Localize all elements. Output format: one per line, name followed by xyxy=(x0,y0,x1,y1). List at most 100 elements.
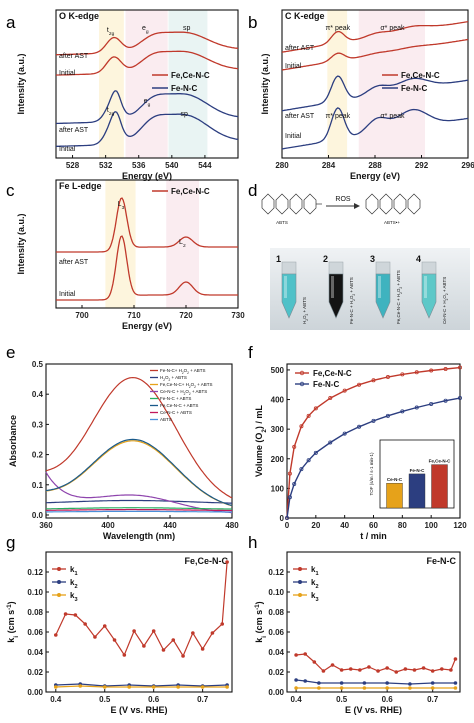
x-axis-label-b: Energy (eV) xyxy=(350,171,400,181)
vial-label: Fe,Ce-N-C + H2O2 + ABTS xyxy=(396,270,403,324)
y-tick-label-g: 0.10 xyxy=(27,588,43,597)
region-label-sp-top: sp xyxy=(183,25,191,32)
series-marker-h xyxy=(367,665,371,669)
series-marker-h xyxy=(362,686,367,690)
x-tick-label-e: 440 xyxy=(163,521,177,530)
legend-label-e: ABTS xyxy=(160,417,172,422)
series-marker-f xyxy=(357,424,362,429)
ros-label: ROS xyxy=(335,196,351,203)
y-tick-label-g: 0.02 xyxy=(27,668,43,677)
series-marker-h xyxy=(453,657,458,661)
y-tick-label-e: 0.5 xyxy=(32,360,44,369)
abts-molecule-left xyxy=(261,193,322,215)
band-l2 xyxy=(166,180,199,308)
axes-frame-g xyxy=(45,551,233,693)
series-marker-h xyxy=(294,653,298,657)
series-marker-g xyxy=(151,685,156,689)
legend-marker-h xyxy=(298,593,302,597)
region-label-l3: L3 xyxy=(118,201,125,211)
series-marker-f xyxy=(414,370,419,375)
abts-label-right: ABTS•+ xyxy=(384,220,400,225)
series-marker-h xyxy=(408,686,412,690)
y-tick-label-e: 0.2 xyxy=(32,451,44,460)
y-tick-label-e: 0.0 xyxy=(32,511,44,520)
y-tick-label-g: 0.04 xyxy=(27,648,43,657)
y-tick-label-g: 0.12 xyxy=(27,568,43,577)
x-axis-label-h: E (V vs. RHE) xyxy=(345,705,402,715)
series-marker-h xyxy=(303,679,308,683)
series-marker-g xyxy=(161,648,166,652)
series-line-e-4 xyxy=(46,507,233,510)
series-marker-f xyxy=(457,365,462,370)
series-marker-h xyxy=(362,681,367,685)
y-tick-label-f: 100 xyxy=(271,484,285,493)
y-tick-label-h: 0.06 xyxy=(268,628,284,637)
series-marker-h xyxy=(317,681,321,685)
series-line-g-2 xyxy=(55,685,228,688)
legend-label-e: H2O2 + ABTS xyxy=(160,375,187,382)
axes-frame-a xyxy=(55,9,239,159)
x-tick-label-g: 0.5 xyxy=(99,695,111,704)
legend-label-b: Fe,Ce-N-C xyxy=(401,71,440,80)
series-line-b-1 xyxy=(281,38,469,71)
series-marker-h xyxy=(385,666,389,670)
series-marker-f xyxy=(342,431,347,436)
panel-letter-h: h xyxy=(248,533,257,552)
x-tick-label-e: 480 xyxy=(225,521,239,530)
x-tick-label-h: 0.4 xyxy=(291,695,303,704)
series-marker-f xyxy=(385,413,390,418)
y-tick-label-h: 0.12 xyxy=(268,568,284,577)
x-tick-label-b: 292 xyxy=(415,161,429,170)
legend-label-a: Fe,Ce-N-C xyxy=(171,71,210,80)
y-tick-label-f: 400 xyxy=(271,396,285,405)
series-line-g-0 xyxy=(55,561,228,658)
vial-number: 4 xyxy=(416,254,421,264)
series-marker-g xyxy=(200,647,205,651)
group-label-after-ast-c: after AST xyxy=(59,259,89,266)
band-pi xyxy=(327,10,348,158)
series-marker-g xyxy=(142,644,146,648)
series-marker-f xyxy=(414,405,419,410)
inset-bar-label: Fe-N-C xyxy=(410,468,425,473)
series-line-f-0 xyxy=(286,366,461,519)
series-marker-f xyxy=(306,413,311,418)
legend-label-f: Fe,Ce-N-C xyxy=(313,369,352,378)
series-marker-g xyxy=(73,613,78,617)
x-tick-label-c: 730 xyxy=(231,311,245,320)
y-tick-label-h: 0.02 xyxy=(268,668,284,677)
series-marker-g xyxy=(191,631,195,635)
series-marker-h xyxy=(339,668,344,672)
series-marker-h xyxy=(449,668,453,672)
region-label-pi-top: π* peak xyxy=(325,25,350,32)
y-tick-label-g: 0.08 xyxy=(27,608,43,617)
x-tick-label-e: 360 xyxy=(39,521,53,530)
axes-frame-e xyxy=(45,363,233,519)
legend-marker-g xyxy=(57,593,61,597)
group-label-after-ast-b1: after AST xyxy=(285,45,315,52)
series-marker-h xyxy=(430,681,435,685)
vial-label: Ce-N-C + H2O2 + ABTS xyxy=(442,277,449,324)
series-marker-f xyxy=(371,378,376,383)
region-label-eg-top: eg xyxy=(142,25,149,35)
series-marker-f xyxy=(284,516,289,521)
chart-title-c: Fe L-edge xyxy=(59,181,102,191)
series-marker-f xyxy=(443,367,448,372)
vial-number: 1 xyxy=(276,254,281,264)
y-tick-label-g: 0.06 xyxy=(27,628,43,637)
series-line-a-3 xyxy=(55,110,239,148)
series-marker-h xyxy=(330,663,335,667)
series-marker-h xyxy=(385,686,389,690)
series-marker-h xyxy=(294,678,298,682)
series-marker-h xyxy=(312,660,317,664)
x-tick-label-a: 540 xyxy=(165,161,179,170)
series-marker-f xyxy=(429,401,434,406)
x-tick-label-f: 100 xyxy=(424,521,438,530)
legend-marker-g xyxy=(57,580,61,584)
y-axis-label-b: Intensity (a.u.) xyxy=(260,53,270,114)
series-marker-g xyxy=(127,685,132,689)
group-label-initial-b1: Initial xyxy=(285,63,302,70)
series-line-e-0 xyxy=(45,376,233,499)
region-label-eg-bottom: eg xyxy=(144,98,151,108)
series-marker-f xyxy=(313,406,318,411)
